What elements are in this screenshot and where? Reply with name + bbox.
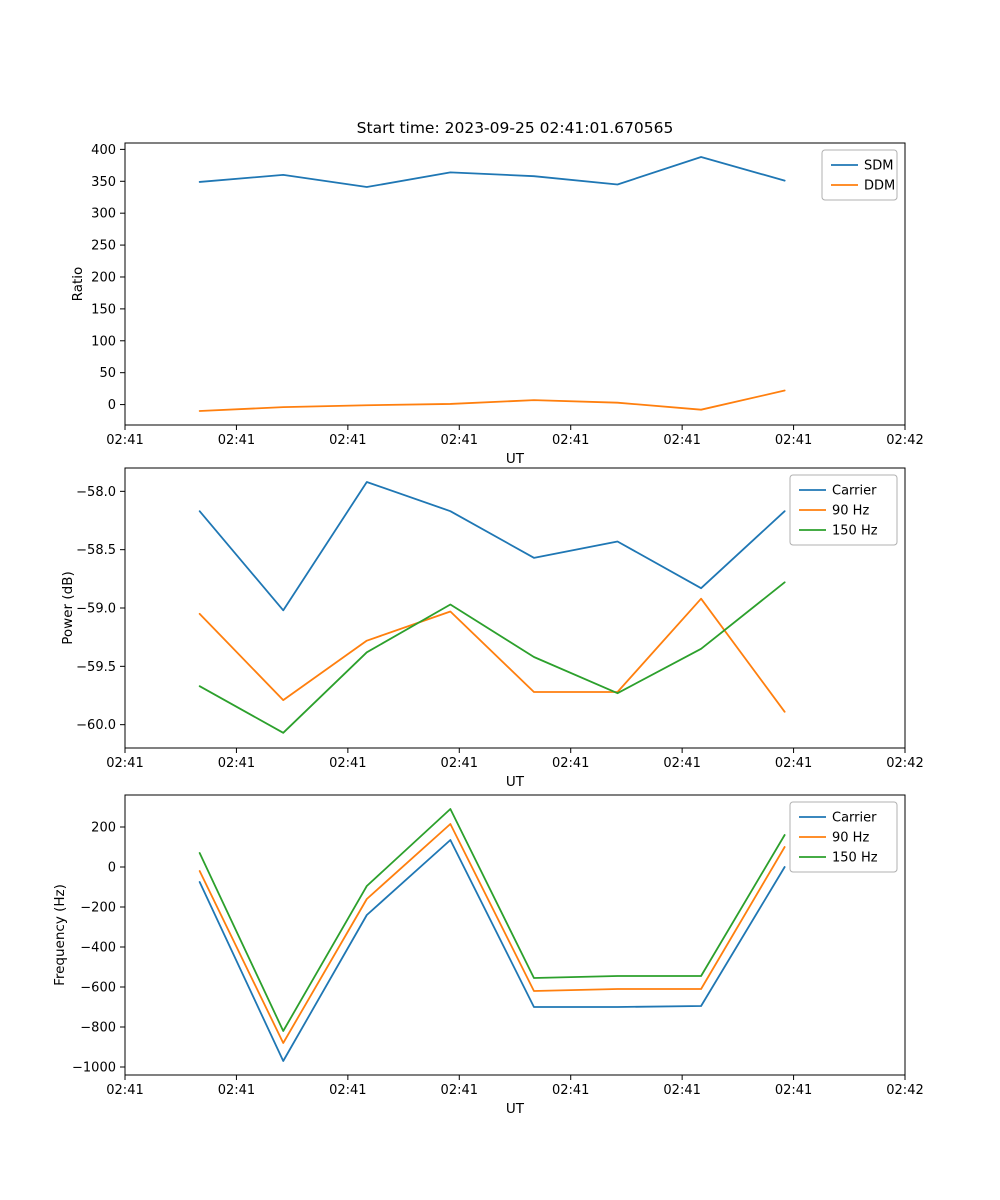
axes-frame (124, 142, 906, 426)
legend-label-90-hz: 90 Hz (832, 831, 869, 846)
x-tick-label: 02:41 (218, 1083, 255, 1098)
y-tick-label: −400 (80, 941, 116, 956)
legend-label-150-hz: 150 Hz (832, 524, 878, 539)
y-tick-label: −60.0 (76, 718, 116, 733)
x-tick-label: 02:41 (218, 433, 255, 448)
series-line-90-hz (198, 597, 786, 713)
y-tick-label: 100 (91, 334, 116, 349)
series-line-carrier (198, 839, 786, 1062)
series-line-150-hz (198, 581, 786, 734)
y-tick-label: 0 (108, 398, 116, 413)
series-line-150-hz (198, 808, 786, 1032)
legend-label-150-hz: 150 Hz (832, 851, 878, 866)
legend-box (789, 801, 898, 873)
x-tick-label: 02:41 (775, 756, 812, 771)
chart-2: 02:41 02:41 02:41 02:41 02:41 02:41 02:41 02:42… (60, 467, 924, 790)
legend: SDM DDM (821, 149, 898, 201)
x-tick-label: 02:41 (663, 756, 700, 771)
x-tick-label: 02:41 (552, 1083, 589, 1098)
y-tick-label: 50 (99, 366, 116, 381)
chart-3: 02:41 02:41 02:41 02:41 02:41 02:41 02:41 02:42… (52, 794, 924, 1117)
x-tick-label: 02:41 (663, 1083, 700, 1098)
y-tick-label: 200 (91, 821, 116, 836)
y-tick-label: 150 (91, 302, 116, 317)
series-line-ddm (198, 389, 786, 412)
x-tick-label: 02:41 (775, 1083, 812, 1098)
x-axis-label: UT (506, 451, 525, 467)
x-axis-label: UT (506, 1101, 525, 1117)
x-tick-label: 02:41 (106, 433, 143, 448)
y-tick-label: 200 (91, 270, 116, 285)
legend: Carrier 90 Hz 150 Hz (789, 474, 898, 546)
y-tick-label: 350 (91, 175, 116, 190)
legend-label-carrier: Carrier (832, 484, 877, 499)
x-tick-label: 02:41 (329, 1083, 366, 1098)
x-tick-label: 02:42 (886, 756, 923, 771)
x-tick-label: 02:42 (886, 1083, 923, 1098)
x-tick-label: 02:42 (886, 433, 923, 448)
x-tick-label: 02:41 (218, 756, 255, 771)
y-tick-label: −58.0 (76, 485, 116, 500)
x-tick-label: 02:41 (329, 433, 366, 448)
y-axis-label: Frequency (Hz) (52, 884, 68, 986)
y-tick-label: 300 (91, 207, 116, 222)
x-tick-label: 02:41 (441, 1083, 478, 1098)
axes-frame (124, 794, 906, 1076)
figure-title: Start time: 2023-09-25 02:41:01.670565 (356, 119, 674, 137)
legend-label-ddm: DDM (864, 179, 895, 194)
legend-box (821, 149, 898, 201)
series-line-90-hz (198, 823, 786, 1044)
chart-1: 02:41 02:41 02:41 02:41 02:41 02:41 02:41 02:42… (70, 142, 924, 467)
legend: Carrier 90 Hz 150 Hz (789, 801, 898, 873)
series-line-carrier (198, 481, 786, 612)
y-tick-label: 400 (91, 143, 116, 158)
y-tick-label: 0 (108, 861, 116, 876)
axes-frame (124, 467, 906, 749)
y-tick-label: −800 (80, 1021, 116, 1036)
x-tick-label: 02:41 (441, 756, 478, 771)
legend-label-sdm: SDM (864, 159, 893, 174)
y-tick-label: −58.5 (76, 543, 116, 558)
x-tick-label: 02:41 (552, 756, 589, 771)
y-tick-label: −59.5 (76, 660, 116, 675)
y-tick-label: −600 (80, 981, 116, 996)
legend-label-carrier: Carrier (832, 811, 877, 826)
legend-box (789, 474, 898, 546)
y-tick-label: −200 (80, 901, 116, 916)
x-tick-label: 02:41 (775, 433, 812, 448)
x-tick-label: 02:41 (106, 1083, 143, 1098)
x-tick-label: 02:41 (663, 433, 700, 448)
x-tick-label: 02:41 (106, 756, 143, 771)
x-tick-label: 02:41 (441, 433, 478, 448)
y-tick-label: −1000 (72, 1061, 116, 1076)
y-axis-label: Power (dB) (60, 571, 76, 644)
x-axis-label: UT (506, 774, 525, 790)
series-line-sdm (198, 156, 786, 188)
y-tick-label: −59.0 (76, 602, 116, 617)
x-tick-label: 02:41 (552, 433, 589, 448)
y-axis-label: Ratio (70, 267, 86, 302)
legend-label-90-hz: 90 Hz (832, 504, 869, 519)
y-tick-label: 250 (91, 239, 116, 254)
x-tick-label: 02:41 (329, 756, 366, 771)
